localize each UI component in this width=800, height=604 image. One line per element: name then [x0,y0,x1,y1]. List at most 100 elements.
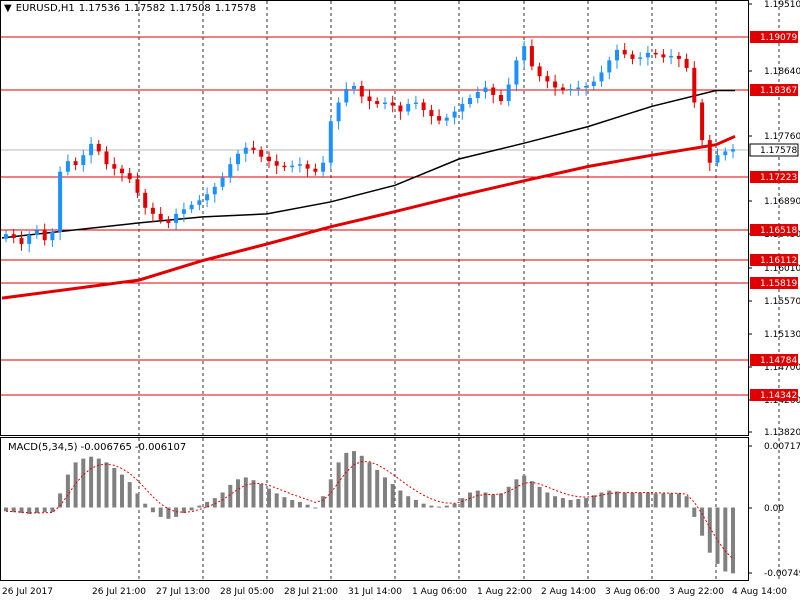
x-tick-label: 3 Aug 22:00 [669,587,724,597]
candle-body [197,200,202,205]
macd-bar [205,501,210,508]
candle-body [661,54,666,58]
level-tag [750,31,798,43]
macd-bar [584,498,589,508]
candle-body [19,237,24,244]
macd-bar [4,507,8,512]
candle-body [11,234,16,238]
candle-body [700,102,705,141]
y-tick-label: 1.14700 [764,363,800,373]
candle-body [576,87,581,89]
level-tag [750,254,798,266]
x-tick-label: 1 Aug 22:00 [477,587,532,597]
macd-bar [638,492,643,508]
macd-bar [89,456,94,508]
macd-bar [398,490,403,508]
candle-body [259,149,264,157]
level-label: 1.14784 [760,356,797,366]
x-tick-label: 3 Aug 06:00 [605,587,660,597]
candle-body [251,147,256,150]
macd-bar [669,493,674,508]
candle-body [150,207,155,214]
macd-bar [112,468,117,508]
macd-bar [34,507,39,514]
candle-body [475,92,480,98]
x-tick-label: 28 Jul 05:00 [220,587,274,597]
macd-bar [692,507,697,517]
candle-body [328,121,333,163]
macd-bar [81,458,86,508]
macd-bar [259,484,264,508]
x-tick-label: 28 Jul 21:00 [284,587,338,597]
close-value: 1.17578 [214,3,257,14]
y-tick-label: 1.15130 [764,330,800,340]
candle-body [406,104,411,112]
macd-bar [560,498,565,508]
candle-body [460,104,465,112]
macd-bar [158,507,163,517]
candle-body [236,153,240,165]
candle-body [468,98,472,104]
macd-bar [58,493,63,508]
candle-body [189,204,194,210]
candle-body [638,57,643,59]
macd-bar [522,475,527,508]
candle-body [58,171,63,232]
level-label: 1.17223 [760,173,797,183]
macd-bar [506,486,511,508]
macd-bar [383,477,387,508]
macd-histogram [4,451,735,574]
macd-bar [390,484,395,508]
candle-body [135,179,140,193]
candle-body [591,81,596,86]
candle-body [158,213,163,220]
level-tag [750,84,798,96]
macd-main-value: -0.006765 [80,442,132,453]
y-tick-label: 1.17760 [764,132,800,142]
candle-body [537,66,542,77]
candle-body [96,143,101,152]
candle-body [444,117,449,121]
macd-bar [475,490,480,508]
candle-body [344,89,349,103]
macd-bar [615,491,619,508]
candle-body [514,60,519,85]
macd-bar [359,455,364,508]
y-tick-label: 1.16010 [764,264,800,274]
candle-body [282,165,287,168]
macd-bar [483,492,488,508]
candle-body [181,209,186,214]
candle-body [73,161,78,165]
macd-bar [96,458,101,508]
macd-bar [212,498,217,508]
macd-bar [444,505,449,508]
macd-bar [166,507,171,519]
macd-bar [429,505,434,508]
candle-body [630,54,635,59]
candle-body [429,110,434,117]
macd-bar [267,488,271,508]
macd-bar [553,496,558,508]
candle-body [127,173,132,180]
x-tick-label: 31 Jul 14:00 [348,587,402,597]
candle-body [499,95,503,101]
macd-bar [460,498,465,508]
macd-bar [437,506,442,508]
macd-bar [537,486,542,508]
macd-bar [700,507,705,536]
candle-body [653,52,658,55]
dropdown-arrow-icon[interactable]: ▼ [4,3,12,14]
candle-body [267,156,271,162]
high-value: 1.17582 [124,3,166,14]
macd-bar [645,492,650,508]
macd-bar [468,492,472,508]
open-value: 1.17536 [78,3,121,14]
y-tick-label: 1.19510 [764,0,800,10]
macd-bar [297,501,302,508]
candle-body [205,194,210,201]
macd-bar [150,507,155,513]
macd-bar [421,503,426,508]
candle-body [669,55,674,58]
